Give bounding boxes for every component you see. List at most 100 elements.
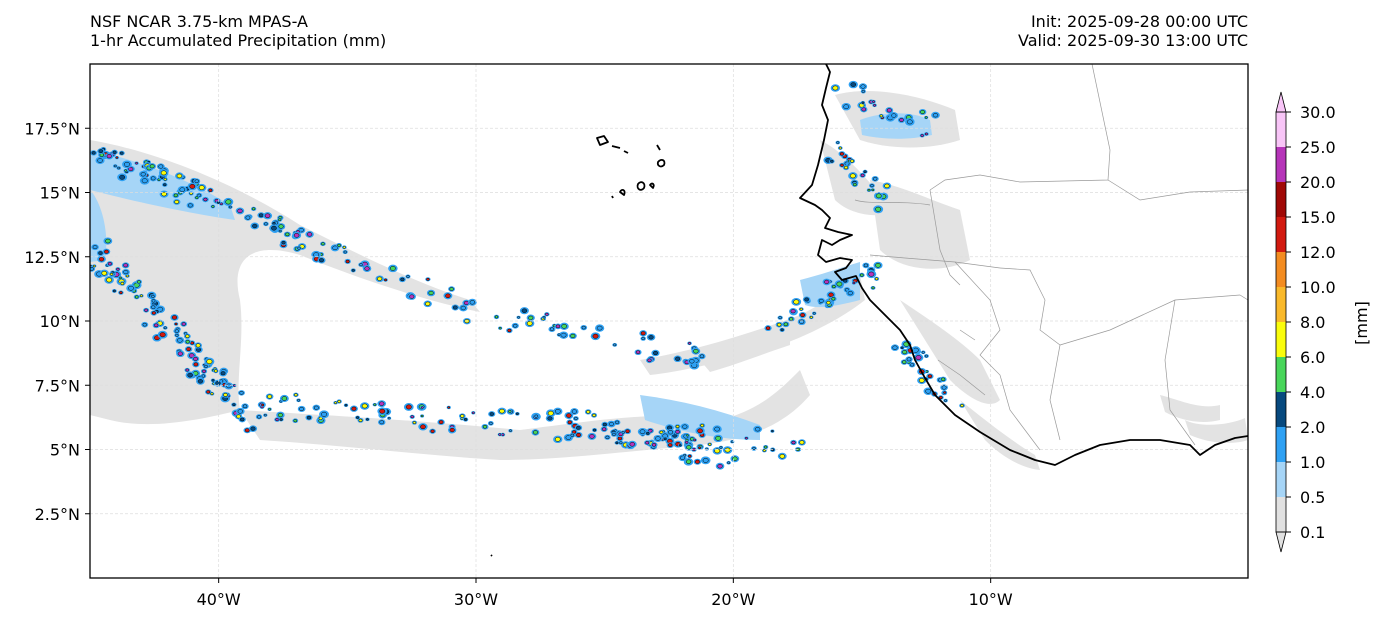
cell-core bbox=[257, 415, 262, 419]
cell-core bbox=[925, 388, 932, 394]
cell-core bbox=[683, 453, 687, 457]
colorbar-segment bbox=[1276, 252, 1286, 287]
cell-core bbox=[592, 413, 596, 417]
cell-core bbox=[337, 243, 341, 247]
cell-core bbox=[689, 359, 695, 364]
cell-core bbox=[868, 271, 875, 277]
cell-core bbox=[831, 284, 836, 289]
cell-core bbox=[187, 372, 193, 378]
cell-core bbox=[154, 323, 159, 328]
cell-core bbox=[220, 371, 226, 376]
cell-core bbox=[838, 146, 842, 150]
cell-core bbox=[861, 101, 865, 104]
cell-core bbox=[924, 116, 928, 119]
cell-core bbox=[899, 118, 904, 122]
cell-core bbox=[675, 356, 681, 361]
cell-core bbox=[892, 345, 898, 350]
cell-core bbox=[708, 443, 712, 446]
cell-core bbox=[668, 430, 674, 435]
cell-core bbox=[764, 445, 768, 449]
cell-core bbox=[355, 416, 360, 419]
cell-core bbox=[920, 110, 925, 114]
cell-core bbox=[447, 406, 451, 409]
cell-core bbox=[789, 317, 794, 321]
cell-core bbox=[924, 132, 928, 136]
cell-core bbox=[343, 250, 347, 254]
cell-core bbox=[119, 291, 123, 295]
cell-core bbox=[161, 191, 167, 197]
cell-core bbox=[293, 419, 298, 423]
cell-core bbox=[172, 315, 178, 320]
cell-core bbox=[139, 294, 143, 297]
cell-core bbox=[251, 207, 256, 211]
cell-core bbox=[188, 353, 195, 358]
cell-core bbox=[714, 426, 720, 432]
cell-core bbox=[106, 154, 112, 159]
cell-core bbox=[263, 413, 267, 417]
cell-core bbox=[615, 420, 620, 425]
cell-core bbox=[779, 454, 785, 459]
cell-core bbox=[186, 347, 191, 352]
country-borders bbox=[854, 64, 1248, 451]
cell-core bbox=[602, 422, 607, 427]
cell-core bbox=[245, 215, 251, 220]
cell-core bbox=[513, 323, 518, 328]
colorbar-label: [mm] bbox=[1352, 301, 1371, 345]
lat-tick-label: 2.5°N bbox=[35, 505, 80, 524]
cell-core bbox=[499, 408, 505, 414]
colorbar-tick-label: 4.0 bbox=[1300, 383, 1325, 402]
cell-core bbox=[128, 285, 134, 291]
cell-core bbox=[547, 416, 553, 421]
cell-core bbox=[198, 185, 205, 191]
cell-core bbox=[204, 364, 208, 369]
cell-core bbox=[617, 436, 623, 441]
cell-core bbox=[223, 392, 228, 397]
cell-core bbox=[119, 151, 124, 155]
cell-core bbox=[534, 414, 539, 418]
cell-core bbox=[648, 335, 654, 340]
colorbar-tick-label: 0.5 bbox=[1300, 488, 1325, 507]
cell-core bbox=[836, 281, 843, 287]
colorbar-segment bbox=[1276, 287, 1286, 322]
cell-core bbox=[635, 350, 641, 355]
cell-core bbox=[699, 354, 705, 359]
cell-core bbox=[112, 150, 117, 154]
cell-core bbox=[960, 404, 964, 408]
cell-core bbox=[615, 441, 619, 445]
cell-core bbox=[197, 379, 204, 384]
cell-core bbox=[828, 292, 834, 298]
cell-core bbox=[592, 428, 597, 432]
cell-core bbox=[938, 395, 943, 400]
cell-core bbox=[576, 432, 581, 437]
cell-core bbox=[219, 202, 223, 206]
init-time: Init: 2025-09-28 00:00 UTC bbox=[1030, 12, 1248, 31]
cell-core bbox=[92, 264, 96, 268]
cell-core bbox=[236, 414, 241, 419]
cell-core bbox=[174, 329, 179, 333]
cell-core bbox=[940, 377, 946, 382]
cell-core bbox=[188, 203, 193, 208]
cell-core bbox=[685, 440, 689, 444]
cell-core bbox=[106, 277, 112, 283]
cell-core bbox=[460, 305, 466, 311]
cell-core bbox=[185, 334, 190, 338]
colorbar-segment bbox=[1276, 427, 1286, 462]
cell-core bbox=[900, 346, 904, 350]
lat-tick-label: 15°N bbox=[40, 184, 80, 203]
cell-core bbox=[685, 459, 692, 464]
cell-core bbox=[449, 287, 454, 291]
cell-core bbox=[195, 343, 201, 348]
cell-core bbox=[277, 412, 283, 418]
colorbar-tick-label: 6.0 bbox=[1300, 348, 1325, 367]
lat-tick-label: 10°N bbox=[40, 312, 80, 331]
cell-core bbox=[560, 332, 567, 338]
cell-core bbox=[570, 333, 576, 338]
cell-core bbox=[565, 435, 572, 440]
cell-core bbox=[293, 233, 300, 238]
cell-core bbox=[799, 319, 805, 324]
colorbar-segment bbox=[1276, 322, 1286, 357]
colorbar: 0.1 0.5 1.0 2.0 4.0 6.0 8.0 10.0 12.0 15.0 20.0 25.… bbox=[1275, 91, 1336, 553]
cell-core bbox=[351, 406, 357, 411]
cell-core bbox=[206, 390, 211, 394]
cell-core bbox=[297, 399, 301, 402]
